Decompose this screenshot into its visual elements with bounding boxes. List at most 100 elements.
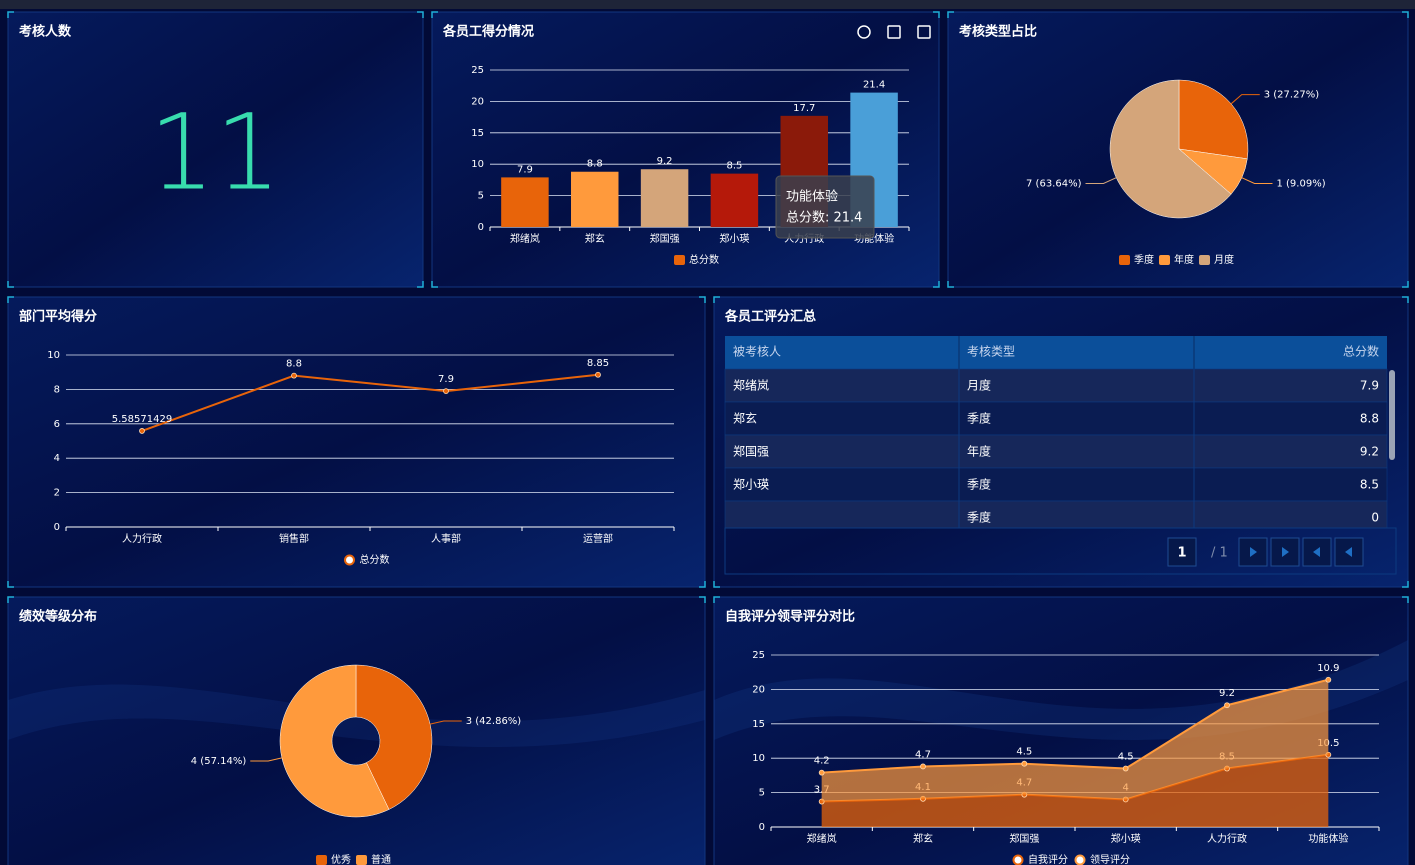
panel-corner — [713, 596, 720, 603]
y-tick-label: 10 — [752, 753, 765, 764]
data-label: 8.5 — [726, 161, 742, 172]
point — [818, 769, 825, 776]
point — [920, 763, 926, 770]
page-input[interactable] — [1167, 537, 1197, 567]
data-label: 7.9 — [517, 164, 533, 175]
scrollbar-thumb[interactable] — [1389, 370, 1395, 460]
x-tick-label: 人力行政 — [122, 532, 162, 545]
legend-icon — [1159, 255, 1170, 265]
panel-title: 各员工评分汇总 — [724, 309, 816, 325]
y-tick-label: 15 — [471, 128, 484, 139]
table-cell: 9.2 — [1360, 445, 1379, 459]
table-cell: 郑国强 — [733, 444, 769, 459]
y-tick-label: 0 — [54, 522, 60, 533]
data-label: 8.8 — [286, 359, 302, 370]
table-cell: 季度 — [967, 411, 991, 426]
legend-icon — [1119, 255, 1130, 265]
label-line — [429, 720, 462, 725]
data-label: 8.85 — [587, 358, 609, 369]
panel-corner — [699, 596, 706, 603]
legend-label: 普通 — [371, 853, 391, 865]
y-tick-label: 15 — [752, 719, 765, 730]
toolbar-switch[interactable] — [887, 25, 901, 39]
panel-corner — [1402, 296, 1409, 303]
point — [291, 372, 297, 379]
legend-icon — [674, 255, 685, 265]
data-label: 9.2 — [1219, 688, 1235, 699]
y-tick-label: 0 — [478, 222, 484, 233]
legend-icon — [356, 855, 367, 865]
panel-title: 部门平均得分 — [19, 309, 97, 325]
column-header: 考核类型 — [967, 345, 1015, 359]
toolbar-refresh[interactable] — [857, 25, 871, 39]
table-cell: 季度 — [967, 477, 991, 492]
label-line — [1241, 177, 1273, 184]
pie-slice — [355, 664, 433, 810]
line — [821, 678, 1329, 774]
table-cell: 年度 — [967, 444, 991, 459]
panel-corner — [7, 296, 14, 303]
panel-corner — [713, 296, 720, 303]
panel-title: 各员工得分情况 — [442, 24, 534, 40]
panel-corner — [933, 281, 940, 288]
bar — [640, 169, 689, 227]
panel — [7, 296, 706, 588]
pie-slice — [1109, 79, 1232, 219]
page-current: 1 — [1177, 546, 1186, 561]
column-header: 总分数 — [1343, 344, 1379, 359]
table-row — [724, 434, 1388, 469]
panel-corner — [699, 581, 706, 588]
y-tick-label: 4 — [54, 453, 60, 464]
legend-label: 总分数 — [360, 553, 390, 566]
toolbar-fullscreen[interactable] — [917, 25, 931, 39]
y-tick-label: 20 — [752, 684, 765, 695]
data-label: 7 (63.64%) — [1026, 178, 1082, 189]
x-tick-label: 郑国强 — [1009, 832, 1039, 845]
bar — [501, 177, 549, 227]
legend-icon — [316, 855, 327, 865]
label-line — [250, 757, 283, 762]
panel-title: 考核类型占比 — [959, 24, 1037, 40]
pager-button[interactable] — [1238, 537, 1268, 567]
y-tick-label: 2 — [54, 488, 60, 499]
panel-corner — [417, 11, 424, 18]
data-label: 3 (42.86%) — [466, 716, 522, 727]
table-cell: 郑小瑛 — [733, 477, 769, 492]
table-row — [724, 401, 1388, 436]
pager-bar — [724, 527, 1397, 575]
bar — [571, 171, 619, 227]
data-label: 5.58571429 — [112, 414, 172, 425]
x-tick-label: 郑小瑛 — [1111, 832, 1141, 845]
legend-icon — [344, 554, 355, 566]
panel-corner — [1402, 281, 1409, 288]
y-tick-label: 10 — [47, 350, 60, 361]
panel-corner — [7, 11, 14, 18]
panel-corner — [1402, 11, 1409, 18]
data-label: 21.4 — [863, 80, 885, 91]
panel-corner — [947, 11, 954, 18]
kpi-value: 11 — [149, 91, 281, 213]
table-cell: 7.9 — [1360, 379, 1379, 393]
x-tick-label: 郑玄 — [585, 232, 605, 245]
tooltip-text: 总分数: 21.4 — [786, 211, 862, 226]
line — [141, 373, 599, 432]
panel-title: 考核人数 — [19, 24, 72, 40]
panel-corner — [7, 281, 14, 288]
bar — [710, 173, 759, 227]
panel-corner — [7, 581, 14, 588]
x-tick-label: 人力行政 — [1207, 832, 1247, 845]
point — [1021, 760, 1028, 767]
legend-label: 领导评分 — [1090, 853, 1130, 865]
y-tick-label: 5 — [759, 788, 765, 799]
area-fill — [821, 679, 1329, 802]
legend-label: 优秀 — [331, 853, 351, 865]
y-tick-label: 20 — [471, 96, 484, 107]
data-label: 4 (57.14%) — [191, 756, 247, 767]
point — [1224, 702, 1230, 709]
panel — [7, 11, 424, 288]
data-label: 3 (27.27%) — [1264, 90, 1320, 101]
data-label: 4.5 — [1016, 747, 1032, 758]
legend-label: 季度 — [1134, 253, 1154, 266]
point — [1325, 676, 1332, 683]
